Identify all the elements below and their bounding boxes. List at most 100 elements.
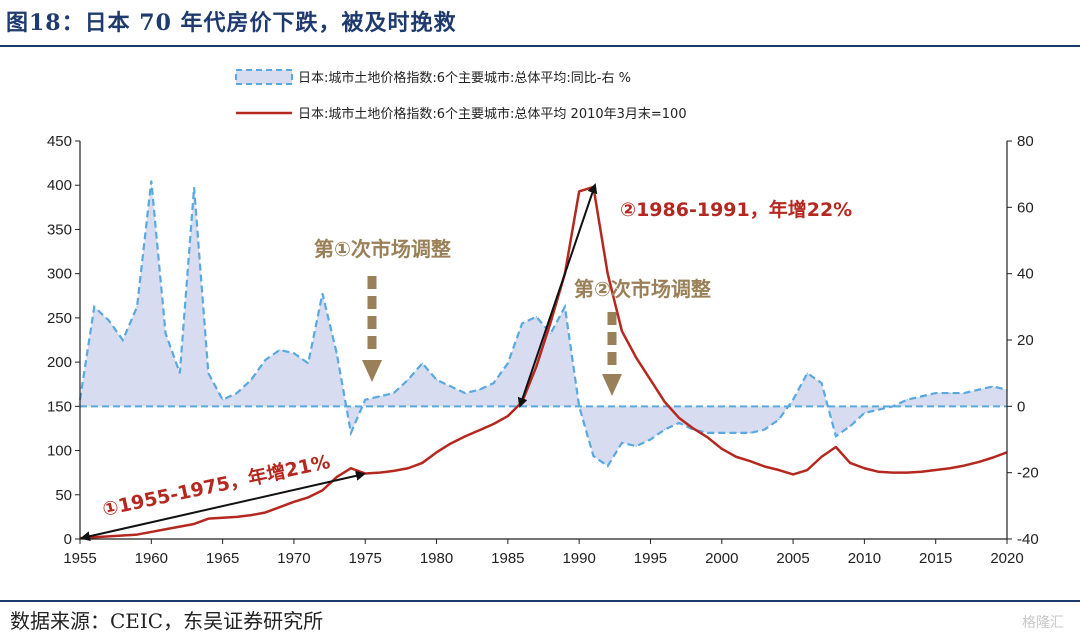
x-tick-label: 1975 [349, 550, 382, 567]
x-tick-label: 1990 [562, 550, 595, 567]
index-point [892, 472, 894, 474]
yoy-point [878, 409, 880, 411]
yoy-point [935, 392, 937, 394]
index-point [935, 469, 937, 471]
index-point [464, 435, 466, 438]
y-right-tick-label: -40 [1017, 531, 1039, 548]
yoy-point [179, 372, 181, 374]
y-right-tick-label: 40 [1017, 266, 1034, 283]
yoy-point [778, 419, 780, 421]
yoy-point [279, 349, 281, 351]
annotation-adjustment-1: 第①次市场调整 [314, 237, 451, 382]
source-divider [0, 600, 1080, 602]
index-point [393, 470, 395, 472]
yoy-point [464, 392, 466, 394]
yoy-point [863, 412, 865, 414]
legend: 日本:城市土地价格指数:6个主要城市:总体平均:同比-右 % 日本:城市土地价格… [235, 69, 687, 122]
annotation-trend-1: ①1955-1975，年增21% [80, 450, 366, 542]
trend-2-label: ②1986-1991，年增22% [620, 198, 852, 221]
index-point [107, 535, 110, 537]
y-right-tick-label: -20 [1017, 465, 1039, 482]
yoy-point [920, 395, 923, 397]
yoy-point [321, 292, 324, 295]
trend-1-arrow [80, 470, 366, 542]
yoy-point [535, 316, 537, 318]
y-left-tick-label: 350 [47, 221, 72, 238]
yoy-point [93, 306, 95, 308]
x-tick-label: 2010 [848, 550, 881, 567]
annotation-adjustment-1-label: 第①次市场调整 [314, 237, 451, 261]
yoy-point [336, 352, 338, 354]
yoy-point [735, 432, 737, 434]
yoy-point [236, 392, 238, 394]
x-tick-label: 1960 [135, 550, 168, 567]
x-tick-label: 2020 [990, 550, 1023, 567]
x-ticks: 1955 1960 1965 1970 1975 1980 1985 1990 1995 2000… [63, 539, 1024, 567]
yoy-point [222, 399, 224, 401]
yoy-point [906, 399, 908, 401]
yoy-point [435, 379, 438, 381]
index-point [706, 436, 709, 438]
yoy-point [977, 389, 980, 391]
yoy-point [635, 445, 637, 447]
x-tick-label: 1955 [63, 550, 96, 567]
yoy-point [664, 428, 666, 431]
index-point [835, 446, 837, 448]
y-left-tick-label: 150 [47, 398, 72, 415]
index-point [307, 496, 309, 499]
index-point [264, 511, 266, 514]
yoy-point [821, 382, 823, 384]
yoy-point [849, 425, 851, 427]
yoy-point [706, 432, 709, 434]
yoy-point [963, 392, 965, 394]
annotation-adjustment-2: 第②次市场调整 [574, 277, 711, 396]
yoy-point [721, 432, 723, 434]
yoy-point [393, 392, 395, 394]
yoy-point [792, 399, 794, 401]
yoy-point [364, 399, 366, 401]
index-point [435, 451, 438, 453]
x-tick-label: 1995 [634, 550, 667, 567]
yoy-point [250, 379, 252, 381]
index-point [535, 365, 537, 368]
yoy-point [521, 322, 523, 325]
index-point [920, 471, 923, 473]
y-left-tick-label: 100 [47, 443, 72, 460]
index-point [164, 528, 167, 530]
yoy-point [749, 432, 751, 434]
x-tick-label: 1970 [277, 550, 310, 567]
y-left-tick-label: 50 [55, 487, 72, 504]
yoy-point [193, 186, 195, 189]
y-right-tick-label: 80 [1017, 133, 1034, 150]
index-point [863, 467, 865, 469]
index-point [250, 514, 252, 516]
legend-label-yoy: 日本:城市土地价格指数:6个主要城市:总体平均:同比-右 % [298, 70, 631, 86]
y-left-tick-label: 200 [47, 354, 72, 371]
index-point [992, 457, 994, 459]
index-point [906, 472, 908, 474]
yoy-point [992, 385, 994, 388]
index-point [721, 448, 723, 450]
annotation-adjustment-1-arrowhead [362, 360, 382, 382]
yoy-point [550, 332, 552, 334]
index-point [350, 467, 352, 469]
index-point [635, 357, 637, 359]
yoy-line [78, 180, 1008, 468]
yoy-point [207, 372, 209, 374]
index-point [179, 526, 181, 528]
yoy-point [107, 319, 110, 321]
y-right-tick-label: 60 [1017, 199, 1034, 216]
index-point [821, 456, 823, 458]
yoy-point [407, 379, 409, 381]
yoy-point [621, 442, 623, 444]
index-point [749, 460, 751, 462]
index-point [664, 401, 666, 403]
y-right-tick-label: 20 [1017, 332, 1034, 349]
y-left-tick-label: 250 [47, 310, 72, 327]
yoy-point [892, 405, 894, 407]
index-point [735, 456, 737, 458]
yoy-point [592, 455, 595, 457]
index-point [977, 461, 980, 463]
annotation-adjustment-2-arrowhead [602, 374, 622, 396]
yoy-point [136, 306, 138, 308]
